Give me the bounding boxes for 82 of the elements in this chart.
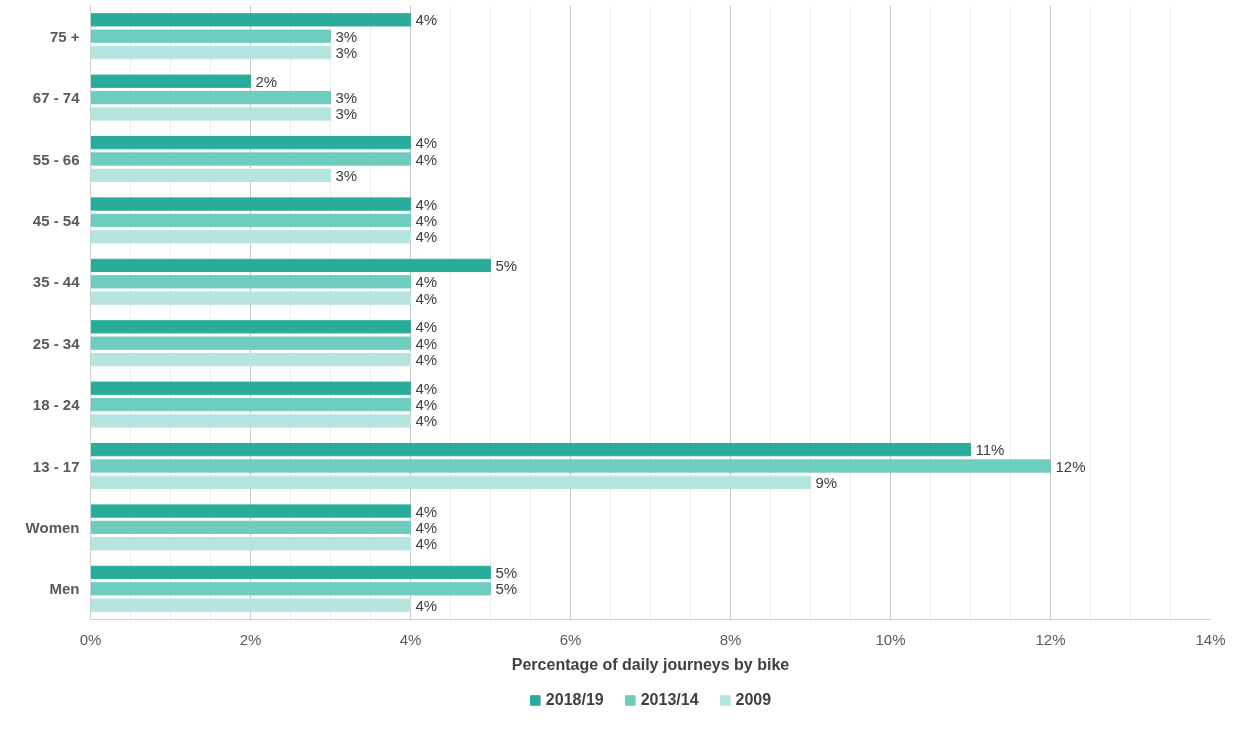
data-label: 5% [495,580,518,598]
bar [90,29,331,43]
bar [90,197,411,211]
x-tick-label: 14% [1195,630,1226,648]
data-label: 4% [415,596,438,614]
data-label: 4% [415,134,438,152]
bar [90,168,331,183]
y-tick-label: 13 - 17 [32,457,80,475]
bar [90,582,491,596]
data-label: 4% [415,318,438,336]
data-label: 4% [415,379,438,397]
data-label: 3% [335,105,358,123]
legend-label: 2009 [735,691,772,709]
y-tick-label: Men [49,580,80,598]
data-label: 5% [495,563,518,581]
x-tick-label: 2% [239,630,262,648]
bar [90,45,331,60]
data-label: 4% [415,412,438,430]
bar [90,291,411,305]
bar [90,74,251,88]
bar [90,504,411,518]
data-label: 4% [415,518,438,536]
data-label: 4% [415,396,438,414]
y-tick-label: Women [25,518,80,536]
bar [90,107,331,121]
legend-label: 2018/19 [545,691,604,709]
bar [90,381,411,395]
bar [90,258,491,273]
bar [90,336,411,350]
bar [90,90,331,105]
x-axis-title: Percentage of daily journeys by bike [511,655,790,673]
data-label: 4% [415,211,438,229]
data-label: 9% [815,473,838,491]
data-label: 4% [415,289,438,307]
y-tick-label: 75 + [49,27,80,45]
bar [90,475,811,490]
x-tick-label: 6% [559,630,582,648]
bar [90,414,411,428]
y-tick-label: 45 - 54 [32,211,81,229]
y-tick-label: 18 - 24 [32,396,81,414]
bar [90,459,1051,473]
data-label: 4% [415,535,438,553]
legend-label: 2013/14 [640,691,699,709]
data-label: 4% [415,351,438,369]
data-label: 4% [415,195,438,213]
x-tick-label: 12% [1035,630,1066,648]
y-tick-label: 55 - 66 [32,150,80,168]
data-label: 3% [335,89,358,107]
bar [90,13,411,27]
x-tick-label: 0% [79,630,102,648]
bar [90,275,411,289]
data-label: 4% [415,150,438,168]
bar [90,520,411,535]
bar [90,565,491,580]
data-label: 3% [335,166,358,184]
y-tick-label: 67 - 74 [32,89,81,107]
data-label: 4% [415,273,438,291]
bar [90,598,411,612]
data-label: 3% [335,44,358,62]
y-tick-label: 25 - 34 [32,334,81,352]
bar [90,213,411,228]
x-tick-label: 8% [719,630,742,648]
bar [90,397,411,412]
data-label: 4% [415,228,438,246]
bar [90,230,411,244]
data-label: 2% [255,72,278,90]
y-tick-label: 35 - 44 [32,273,81,291]
bar [90,135,411,150]
bar [90,152,411,166]
x-tick-label: 10% [875,630,906,648]
bar [90,442,971,457]
data-label: 4% [415,11,438,29]
data-label: 4% [415,502,438,520]
data-label: 5% [495,256,518,274]
data-label: 12% [1055,457,1086,475]
data-label: 3% [335,27,358,45]
bar [90,352,411,367]
x-tick-label: 4% [399,630,422,648]
bar [90,537,411,551]
data-label: 4% [415,334,438,352]
bar [90,320,411,334]
data-label: 11% [975,441,1005,459]
